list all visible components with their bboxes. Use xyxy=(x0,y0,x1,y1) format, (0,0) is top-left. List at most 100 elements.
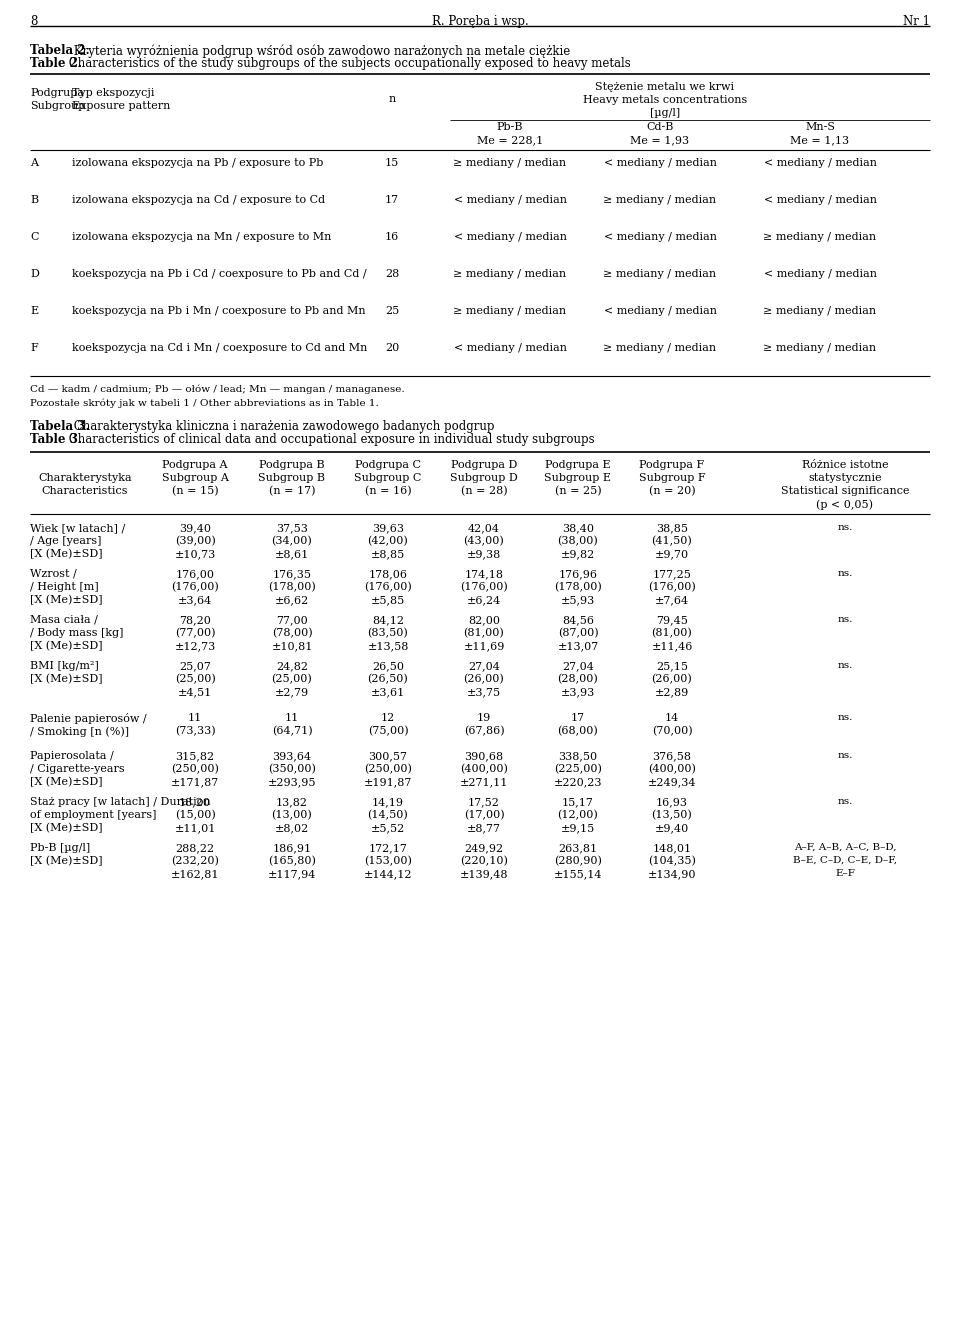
Text: ≥ mediany / median: ≥ mediany / median xyxy=(763,307,876,316)
Text: (350,00): (350,00) xyxy=(268,764,316,774)
Text: ±11,69: ±11,69 xyxy=(464,641,505,651)
Text: ±5,93: ±5,93 xyxy=(561,595,595,605)
Text: (n = 20): (n = 20) xyxy=(649,487,695,496)
Text: Podgrupa: Podgrupa xyxy=(30,88,84,99)
Text: (178,00): (178,00) xyxy=(554,583,602,592)
Text: (68,00): (68,00) xyxy=(558,726,598,736)
Text: 25,07: 25,07 xyxy=(180,661,211,670)
Text: ±9,70: ±9,70 xyxy=(655,549,689,559)
Text: 25: 25 xyxy=(385,307,399,316)
Text: 17,52: 17,52 xyxy=(468,797,500,806)
Text: Characteristics of clinical data and occupational exposure in individual study s: Characteristics of clinical data and occ… xyxy=(65,433,595,447)
Text: ±7,64: ±7,64 xyxy=(655,595,689,605)
Text: (25,00): (25,00) xyxy=(175,674,215,684)
Text: ±4,51: ±4,51 xyxy=(178,686,212,697)
Text: ±5,85: ±5,85 xyxy=(371,595,405,605)
Text: 176,96: 176,96 xyxy=(559,569,597,579)
Text: ±8,85: ±8,85 xyxy=(371,549,405,559)
Text: / Body mass [kg]: / Body mass [kg] xyxy=(30,628,124,639)
Text: 84,56: 84,56 xyxy=(562,615,594,625)
Text: ±9,40: ±9,40 xyxy=(655,822,689,833)
Text: 16,93: 16,93 xyxy=(656,797,688,806)
Text: (225,00): (225,00) xyxy=(554,764,602,774)
Text: [X (Me)±SD]: [X (Me)±SD] xyxy=(30,856,103,866)
Text: Tabela 3.: Tabela 3. xyxy=(30,420,89,433)
Text: (400,00): (400,00) xyxy=(648,764,696,774)
Text: 390,68: 390,68 xyxy=(465,750,504,761)
Text: (280,90): (280,90) xyxy=(554,856,602,866)
Text: Exposure pattern: Exposure pattern xyxy=(72,101,170,111)
Text: (104,35): (104,35) xyxy=(648,856,696,866)
Text: ±8,77: ±8,77 xyxy=(467,822,501,833)
Text: (13,50): (13,50) xyxy=(652,810,692,820)
Text: 19: 19 xyxy=(477,713,492,722)
Text: ≥ mediany / median: ≥ mediany / median xyxy=(604,343,716,353)
Text: [µg/l]: [µg/l] xyxy=(650,108,680,119)
Text: 148,01: 148,01 xyxy=(653,842,691,853)
Text: ±6,24: ±6,24 xyxy=(467,595,501,605)
Text: / Age [years]: / Age [years] xyxy=(30,536,102,547)
Text: ±12,73: ±12,73 xyxy=(175,641,216,651)
Text: Heavy metals concentrations: Heavy metals concentrations xyxy=(583,95,747,105)
Text: 13,82: 13,82 xyxy=(276,797,308,806)
Text: C: C xyxy=(30,232,38,243)
Text: Cd-B: Cd-B xyxy=(646,123,674,132)
Text: (77,00): (77,00) xyxy=(175,628,215,639)
Text: 177,25: 177,25 xyxy=(653,569,691,579)
Text: [X (Me)±SD]: [X (Me)±SD] xyxy=(30,641,103,652)
Text: A: A xyxy=(30,159,38,168)
Text: (n = 17): (n = 17) xyxy=(269,487,315,496)
Text: 82,00: 82,00 xyxy=(468,615,500,625)
Text: Mn-S: Mn-S xyxy=(805,123,835,132)
Text: ±11,46: ±11,46 xyxy=(651,641,693,651)
Text: B: B xyxy=(30,195,38,205)
Text: E: E xyxy=(30,307,38,316)
Text: 186,91: 186,91 xyxy=(273,842,312,853)
Text: izolowana ekspozycja na Mn / exposure to Mn: izolowana ekspozycja na Mn / exposure to… xyxy=(72,232,331,243)
Text: [X (Me)±SD]: [X (Me)±SD] xyxy=(30,777,103,788)
Text: (39,00): (39,00) xyxy=(175,536,215,547)
Text: 174,18: 174,18 xyxy=(465,569,503,579)
Text: 300,57: 300,57 xyxy=(369,750,407,761)
Text: 176,00: 176,00 xyxy=(176,569,214,579)
Text: Table 2.: Table 2. xyxy=(30,57,82,71)
Text: (14,50): (14,50) xyxy=(368,810,408,820)
Text: (165,80): (165,80) xyxy=(268,856,316,866)
Text: 25,15: 25,15 xyxy=(656,661,688,670)
Text: statystycznie: statystycznie xyxy=(808,473,882,483)
Text: ±13,07: ±13,07 xyxy=(558,641,599,651)
Text: Tabela 2.: Tabela 2. xyxy=(30,44,89,57)
Text: 15: 15 xyxy=(385,159,399,168)
Text: Pb-B: Pb-B xyxy=(496,123,523,132)
Text: (17,00): (17,00) xyxy=(464,810,504,820)
Text: izolowana ekspozycja na Pb / exposure to Pb: izolowana ekspozycja na Pb / exposure to… xyxy=(72,159,324,168)
Text: ±6,62: ±6,62 xyxy=(275,595,309,605)
Text: (12,00): (12,00) xyxy=(558,810,598,820)
Text: E–F: E–F xyxy=(835,869,855,878)
Text: ±8,02: ±8,02 xyxy=(275,822,309,833)
Text: 38,85: 38,85 xyxy=(656,523,688,533)
Text: Subgroup E: Subgroup E xyxy=(544,473,612,483)
Text: Papierosolata /: Papierosolata / xyxy=(30,750,113,761)
Text: ±13,58: ±13,58 xyxy=(368,641,409,651)
Text: 315,82: 315,82 xyxy=(176,750,215,761)
Text: ±8,61: ±8,61 xyxy=(275,549,309,559)
Text: (75,00): (75,00) xyxy=(368,726,408,736)
Text: ≥ mediany / median: ≥ mediany / median xyxy=(453,307,566,316)
Text: 39,40: 39,40 xyxy=(179,523,211,533)
Text: 11: 11 xyxy=(285,713,300,722)
Text: ns.: ns. xyxy=(837,523,852,532)
Text: of employment [years]: of employment [years] xyxy=(30,810,156,820)
Text: Palenie papierosów /: Palenie papierosów / xyxy=(30,713,147,724)
Text: (n = 25): (n = 25) xyxy=(555,487,601,496)
Text: ±3,61: ±3,61 xyxy=(371,686,405,697)
Text: < mediany / median: < mediany / median xyxy=(763,195,876,205)
Text: [X (Me)±SD]: [X (Me)±SD] xyxy=(30,595,103,605)
Text: ±293,95: ±293,95 xyxy=(268,777,316,786)
Text: (n = 15): (n = 15) xyxy=(172,487,218,496)
Text: 14,19: 14,19 xyxy=(372,797,404,806)
Text: ns.: ns. xyxy=(837,797,852,806)
Text: 24,82: 24,82 xyxy=(276,661,308,670)
Text: [X (Me)±SD]: [X (Me)±SD] xyxy=(30,549,103,560)
Text: (34,00): (34,00) xyxy=(272,536,312,547)
